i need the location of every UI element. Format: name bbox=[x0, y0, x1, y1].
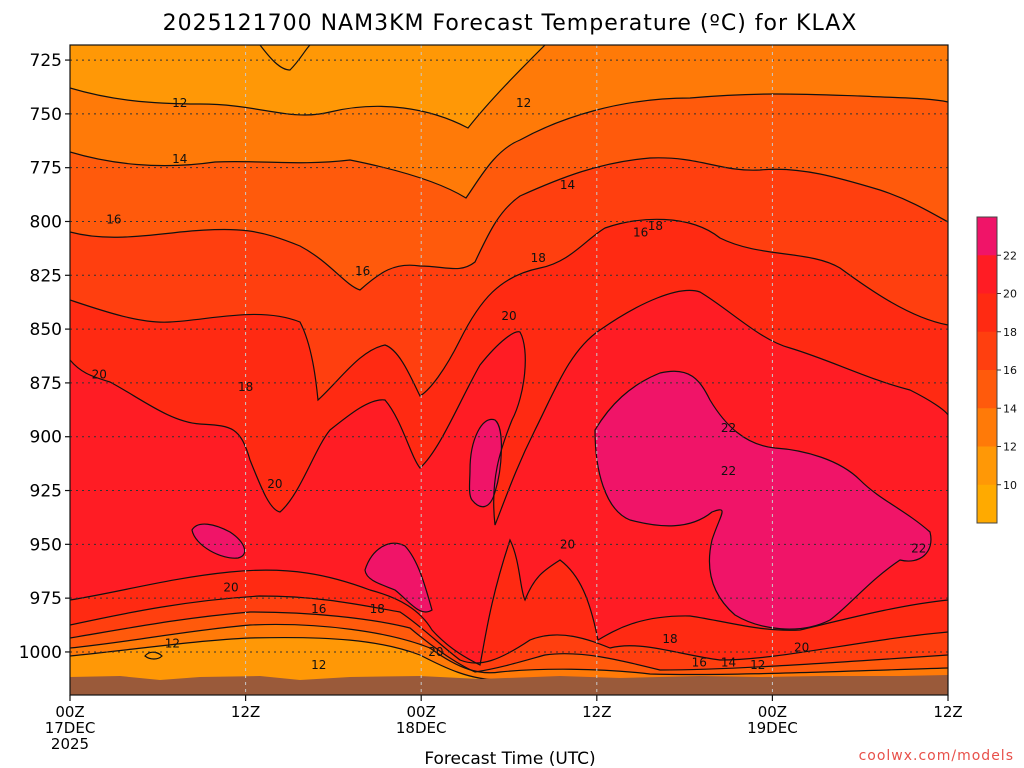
contour-label: 22 bbox=[911, 542, 926, 556]
legend-swatch bbox=[977, 255, 997, 294]
y-tick-label: 825 bbox=[30, 266, 62, 286]
y-tick-label: 750 bbox=[30, 105, 62, 125]
y-tick-label: 725 bbox=[30, 51, 62, 71]
legend-label: 18 bbox=[1003, 326, 1017, 339]
x-tick-label: 17DEC bbox=[45, 719, 96, 737]
contour-label: 12 bbox=[165, 636, 180, 650]
chart-title: 2025121700 NAM3KM Forecast Temperature (… bbox=[163, 11, 858, 36]
contour-label: 16 bbox=[633, 225, 648, 239]
temperature-fill-layer bbox=[70, 45, 948, 695]
legend-swatch bbox=[977, 446, 997, 486]
contour-label: 18 bbox=[238, 380, 253, 394]
color-legend: 22 20 18 16 14 12 10 bbox=[976, 216, 1017, 524]
x-tick-label: 12Z bbox=[231, 703, 260, 721]
contour-22-large bbox=[594, 370, 932, 630]
y-tick-label: 925 bbox=[30, 482, 62, 502]
contour-22-small bbox=[468, 418, 503, 508]
y-tick-label: 900 bbox=[30, 428, 62, 448]
contour-label: 14 bbox=[721, 656, 736, 670]
x-tick-label: 18DEC bbox=[396, 719, 447, 737]
contour-label: 20 bbox=[794, 641, 809, 655]
legend-label: 20 bbox=[1003, 288, 1017, 301]
contour-label: 18 bbox=[648, 219, 663, 233]
contour-label: 16 bbox=[106, 212, 121, 226]
contour-22-mid bbox=[364, 542, 433, 613]
contour-label: 20 bbox=[267, 477, 282, 491]
y-tick-label: 800 bbox=[30, 212, 62, 232]
y-tick-label: 850 bbox=[30, 320, 62, 340]
contour-label: 12 bbox=[172, 96, 187, 110]
y-tick-label: 875 bbox=[30, 374, 62, 394]
x-tick-label: 00Z bbox=[407, 703, 436, 721]
x-tick-label: 12Z bbox=[933, 703, 962, 721]
contour-18-low bbox=[70, 595, 948, 664]
y-tick-label: 975 bbox=[30, 589, 62, 609]
contour-label: 14 bbox=[172, 152, 187, 166]
y-tick-label: 775 bbox=[30, 159, 62, 179]
band-above-22-left bbox=[192, 524, 245, 559]
contour-12-top bbox=[259, 45, 311, 71]
legend-label: 22 bbox=[1003, 249, 1017, 262]
contour-label: 20 bbox=[501, 309, 516, 323]
contour-label: 20 bbox=[428, 645, 443, 659]
contour-label: 18 bbox=[662, 632, 677, 646]
legend-swatch bbox=[977, 484, 997, 524]
contour-label: 18 bbox=[531, 251, 546, 265]
contour-label: 12 bbox=[516, 96, 531, 110]
legend-label: 12 bbox=[1003, 441, 1017, 454]
plot-frame bbox=[69, 44, 949, 696]
contour-14-low bbox=[70, 623, 948, 676]
contour-20 bbox=[70, 289, 948, 526]
contour-22-left bbox=[191, 523, 246, 559]
contour-label: 20 bbox=[92, 367, 107, 381]
legend-swatch bbox=[977, 408, 997, 447]
contour-label: 16 bbox=[311, 602, 326, 616]
contour-16-low bbox=[70, 611, 948, 673]
band-above-22 bbox=[595, 371, 931, 630]
contour-label: 16 bbox=[355, 264, 370, 278]
surface-fill bbox=[70, 675, 948, 695]
band-above-22-small bbox=[469, 419, 502, 507]
y-tick-label: 950 bbox=[30, 535, 62, 555]
x-tick-label: 00Z bbox=[55, 703, 84, 721]
contour-lines bbox=[70, 45, 948, 685]
x-tick-label: 19DEC bbox=[747, 719, 798, 737]
contour-12-pocket bbox=[144, 651, 163, 660]
contour-label: 20 bbox=[223, 580, 238, 594]
legend-label: 10 bbox=[1003, 479, 1017, 492]
y-axis: 725 750 775 800 825 850 875 900 925 950 975 1000 bbox=[19, 51, 70, 663]
credit-text: coolwx.com/models bbox=[859, 748, 1014, 764]
contour-14 bbox=[70, 93, 948, 199]
contour-12-upper bbox=[70, 45, 546, 129]
contour-label: 12 bbox=[311, 658, 326, 672]
y-tick-label: 1000 bbox=[19, 643, 62, 663]
x-tick-label: 2025 bbox=[51, 735, 89, 753]
contour-18 bbox=[70, 218, 948, 402]
contour-16 bbox=[70, 157, 948, 291]
contour-label: 22 bbox=[721, 421, 736, 435]
legend-swatch bbox=[977, 293, 997, 333]
legend-swatch bbox=[977, 217, 997, 256]
x-axis-title: Forecast Time (UTC) bbox=[424, 749, 595, 768]
contour-label: 20 bbox=[560, 537, 575, 551]
legend-swatch bbox=[977, 370, 997, 409]
x-tick-label: 12Z bbox=[582, 703, 611, 721]
contour-label: 18 bbox=[370, 602, 385, 616]
contour-20-low bbox=[70, 538, 948, 666]
band-above-22-mid bbox=[365, 543, 432, 612]
contour-label: 22 bbox=[721, 464, 736, 478]
legend-label: 16 bbox=[1003, 364, 1017, 377]
contour-label: 16 bbox=[692, 656, 707, 670]
legend-swatch bbox=[977, 331, 997, 371]
contour-label: 14 bbox=[560, 178, 575, 192]
legend-label: 14 bbox=[1003, 402, 1017, 415]
contour-label: 12 bbox=[750, 658, 765, 672]
surface-layer bbox=[70, 675, 948, 695]
x-tick-label: 00Z bbox=[758, 703, 787, 721]
